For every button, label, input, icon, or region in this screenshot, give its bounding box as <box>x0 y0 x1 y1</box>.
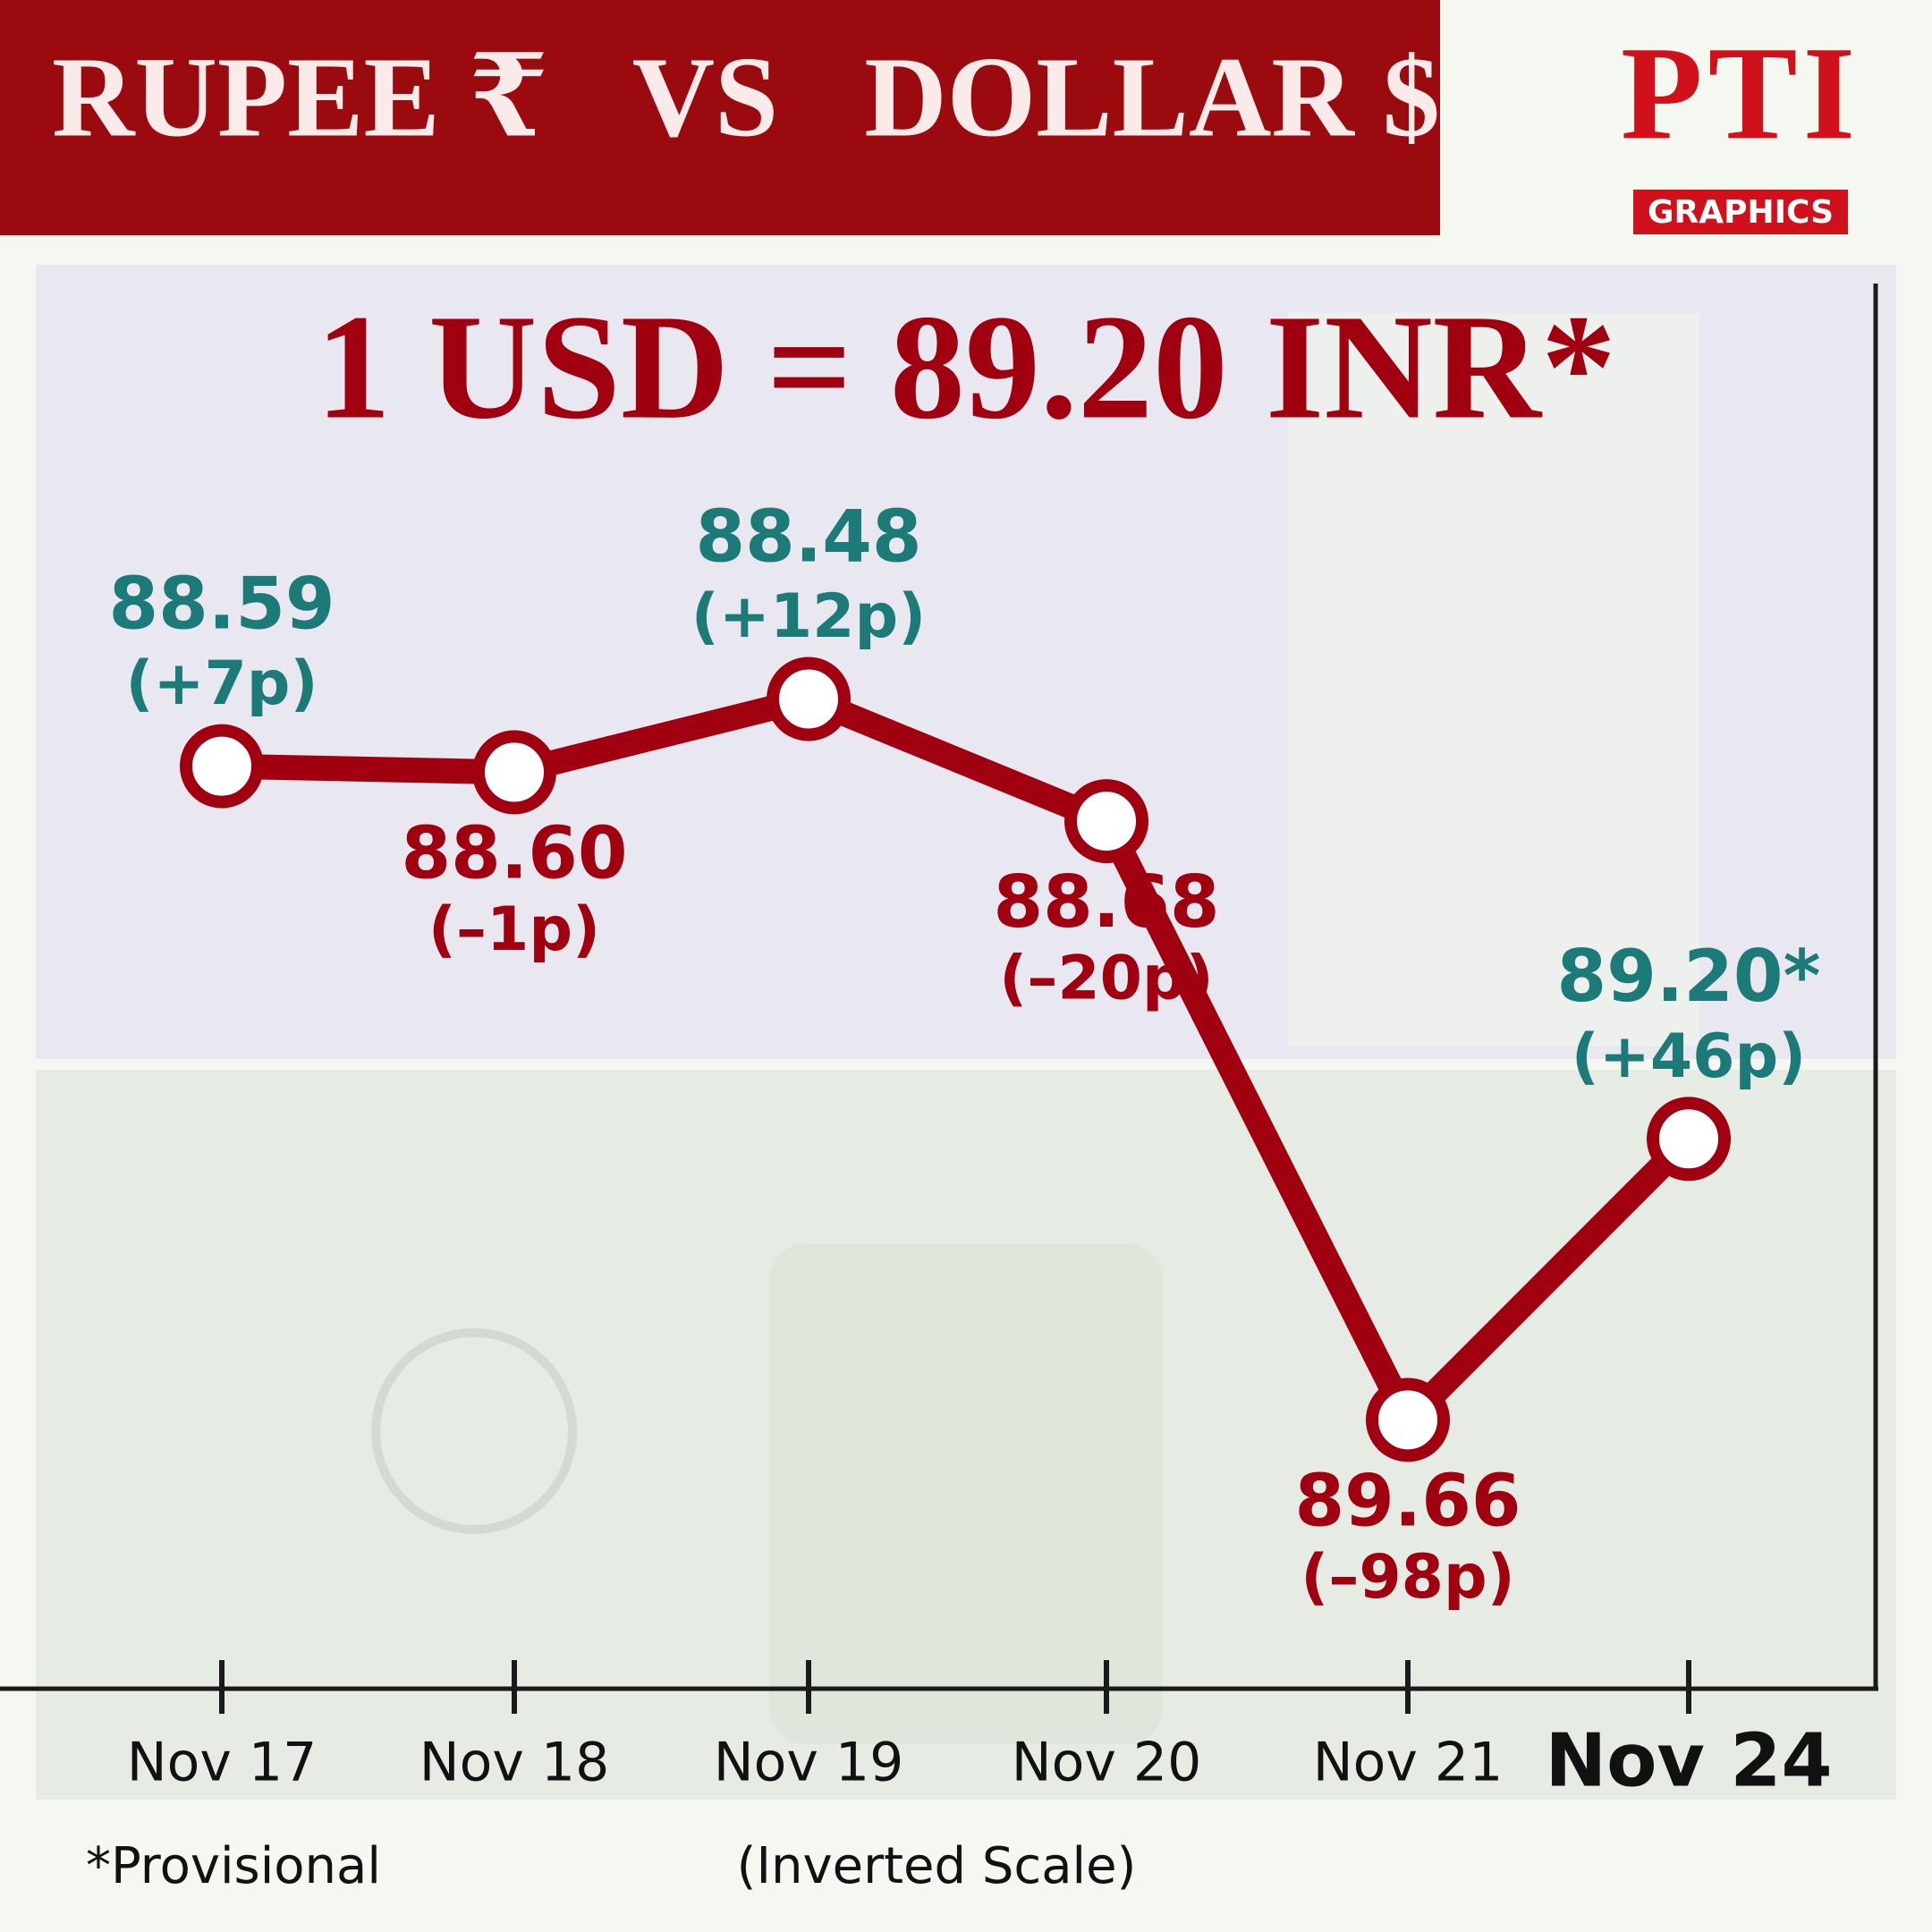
point <box>767 657 851 741</box>
change-label: (+12p) <box>691 581 926 652</box>
logo-box <box>1633 190 1848 234</box>
scale-note: (Inverted Scale) <box>737 1837 1137 1895</box>
change-label: (+46p) <box>1572 1021 1806 1092</box>
x-tick-label: Nov 20 <box>1012 1732 1202 1794</box>
x-tick-label: Nov 24 <box>1545 1718 1832 1803</box>
chart-title: RUPEE ₹ VS DOLLAR $ <box>52 33 1440 160</box>
note-portrait <box>769 1243 1163 1744</box>
point <box>472 730 556 815</box>
value-label: 88.60 <box>401 811 627 894</box>
change-label: (–1p) <box>428 894 600 965</box>
logo-label: GRAPHICS <box>1648 194 1834 231</box>
x-tick-label: Nov 19 <box>714 1732 904 1794</box>
point <box>1064 779 1148 864</box>
logo-mark: PTI <box>1621 19 1860 167</box>
footnote: *Provisional <box>86 1837 381 1895</box>
x-tick-label: Nov 17 <box>127 1732 318 1794</box>
value-label: 89.20* <box>1557 935 1821 1018</box>
line <box>221 686 1698 1433</box>
value-label: 88.59 <box>108 563 335 646</box>
title-bar <box>0 0 1440 235</box>
change-label: (–20p) <box>999 944 1213 1014</box>
change-label: (+7p) <box>125 648 318 719</box>
x-tick-label: Nov 21 <box>1313 1732 1504 1794</box>
point <box>180 724 264 809</box>
value-label: 88.48 <box>695 495 921 578</box>
point <box>1366 1377 1450 1462</box>
value-label: 88.68 <box>993 860 1219 944</box>
change-label: (–98p) <box>1301 1542 1514 1613</box>
note-seal <box>371 1328 577 1534</box>
note-panel <box>1288 313 1699 1046</box>
value-label: 89.66 <box>1294 1459 1521 1542</box>
x-tick-label: Nov 18 <box>419 1732 610 1794</box>
point <box>1647 1097 1731 1182</box>
headline: 1 USD = 89.20 INR* <box>316 284 1616 451</box>
